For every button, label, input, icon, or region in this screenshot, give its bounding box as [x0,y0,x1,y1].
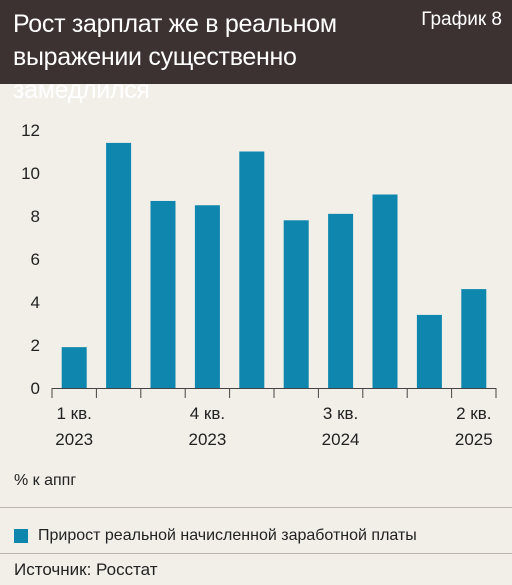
y-tick-label: 4 [31,293,40,312]
legend-label: Прирост реальной начисленной заработной … [38,527,417,544]
bar [372,194,398,388]
bar [106,142,132,388]
y-tick-label: 2 [31,336,40,355]
chart-title-line-1: Рост зарплат же в реальном [13,10,337,38]
chart-title-line-2: выражении существенно замедлился [13,43,297,104]
source-note: Источник: Росстат [14,560,158,579]
bar-chart: 0 2 4 6 8 10 12 1 кв. 2023 4 кв. 2023 3 кв. 2024 2 кв… [21,121,497,449]
y-tick-label: 12 [21,121,40,140]
bar [283,220,309,388]
y-tick-label: 6 [31,250,40,269]
x-tick-label-year: 2025 [455,430,493,449]
bar [416,314,442,388]
chart-number: График 8 [421,9,502,30]
bar [328,213,354,388]
bar [461,289,487,388]
divider [0,507,512,508]
x-tick-label: 4 кв. [190,404,225,423]
bar [194,205,220,388]
y-tick-label: 10 [21,164,40,183]
legend: Прирост реальной начисленной заработной … [14,527,417,545]
x-tick-label: 3 кв. [323,404,358,423]
x-tick-label-year: 2023 [188,430,226,449]
y-axis-unit: % к аппг [14,472,77,489]
x-tick-label-year: 2024 [322,430,360,449]
y-tick-label: 8 [31,207,40,226]
chart-header: Рост зарплат же в реальном выражении сущ… [0,0,512,104]
divider [0,553,512,554]
x-tick-label: 2 кв. [456,404,491,423]
legend-swatch [14,529,28,543]
chart-title: Рост зарплат же в реальном выражении сущ… [13,8,423,107]
bar [239,151,265,388]
y-tick-label: 0 [31,379,40,398]
x-tick-label-year: 2023 [55,430,93,449]
bar [150,200,176,388]
bar [61,347,87,388]
x-tick-label: 1 кв. [57,404,92,423]
